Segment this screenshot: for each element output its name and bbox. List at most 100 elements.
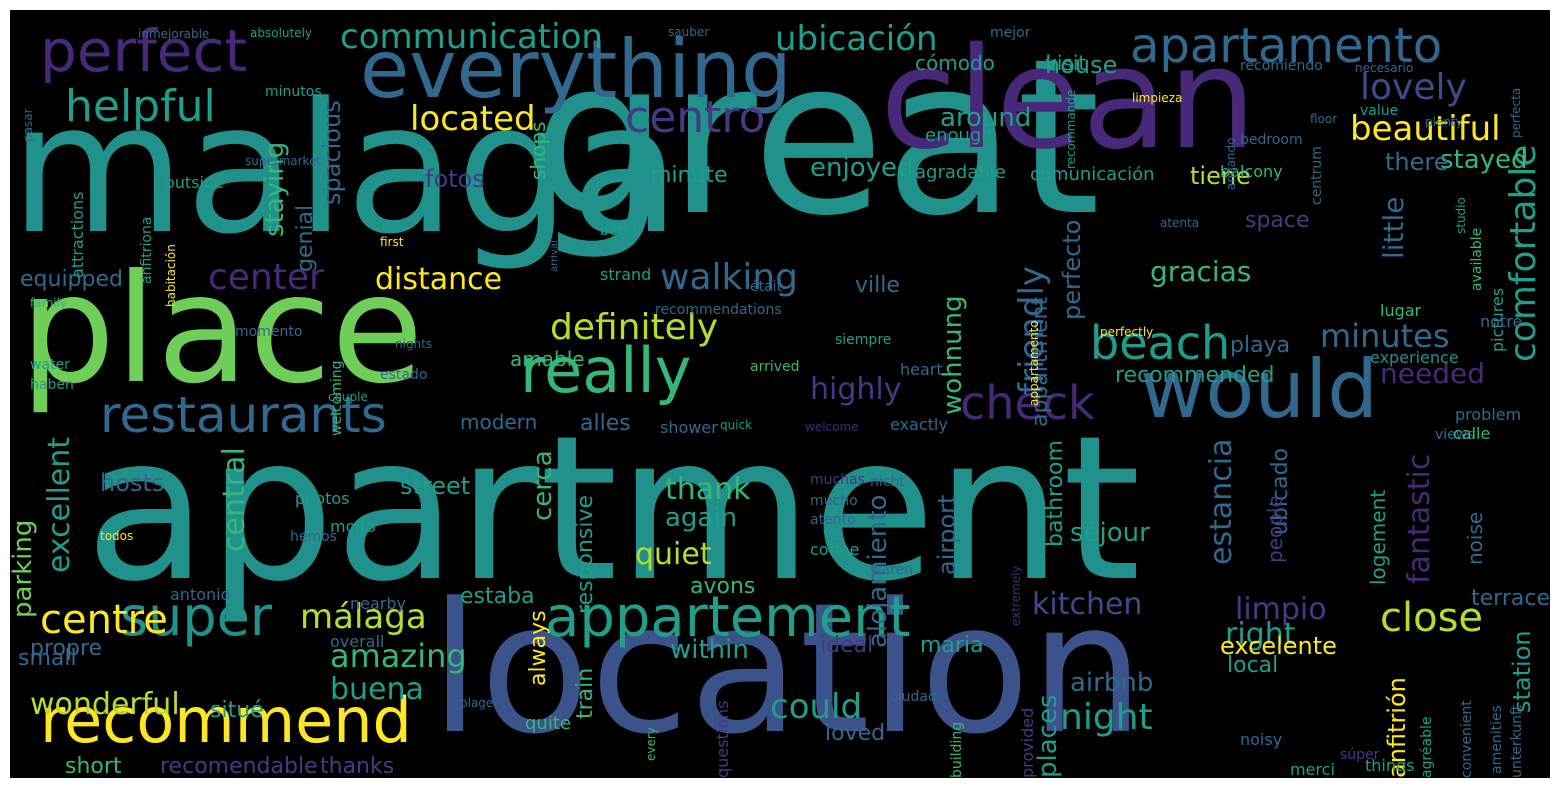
word-184: mejor xyxy=(990,25,1031,41)
word-57: enjoyed xyxy=(810,153,914,183)
word-42: wonderful xyxy=(30,687,180,722)
word-11: recommend xyxy=(40,684,412,757)
word-159: anfitriona xyxy=(139,217,155,285)
word-158: attractions xyxy=(68,191,87,278)
word-37: kitchen xyxy=(1032,587,1143,622)
word-116: ville xyxy=(855,273,900,298)
word-139: nearby xyxy=(350,594,406,613)
word-126: available xyxy=(1469,228,1485,292)
word-9: really xyxy=(520,334,692,407)
word-99: always xyxy=(526,610,551,686)
word-141: ciudad xyxy=(890,689,937,705)
word-12: super xyxy=(120,585,273,648)
word-94: street xyxy=(400,472,471,500)
word-62: fotos xyxy=(425,165,485,193)
word-52: stayed xyxy=(1440,145,1528,175)
word-48: again xyxy=(665,503,738,533)
word-19: ubicación xyxy=(775,19,938,59)
word-164: strand xyxy=(600,265,652,284)
word-84: excelente xyxy=(1220,632,1337,660)
word-81: noise xyxy=(1463,512,1487,566)
word-155: minutos xyxy=(265,84,322,100)
word-50: needed xyxy=(1380,357,1485,390)
word-144: building xyxy=(949,721,965,778)
word-179: était xyxy=(750,279,783,295)
word-73: alles xyxy=(580,411,631,436)
word-75: amable xyxy=(510,347,585,371)
word-154: plage xyxy=(460,696,494,710)
word-122: views xyxy=(1435,427,1475,443)
word-193: centrum xyxy=(1309,146,1325,205)
word-60: spacious xyxy=(318,100,346,205)
word-46: quiet xyxy=(635,537,712,572)
word-162: first xyxy=(380,235,404,249)
word-87: airbnb xyxy=(1070,668,1154,698)
word-137: waren xyxy=(870,562,913,578)
word-131: coffee xyxy=(810,540,860,559)
word-45: central xyxy=(217,447,252,552)
word-180: nights xyxy=(395,337,433,351)
word-14: beach xyxy=(1090,316,1231,370)
word-117: shower xyxy=(660,418,718,437)
word-170: appartamento xyxy=(1027,320,1041,406)
word-3: location xyxy=(430,565,1145,774)
word-118: exactly xyxy=(890,415,948,434)
word-123: calle xyxy=(1453,424,1491,443)
word-18: communication xyxy=(340,17,603,57)
word-129: molto xyxy=(330,517,376,536)
word-43: excellent xyxy=(42,437,77,574)
word-82: terrace xyxy=(1471,586,1550,611)
word-191: perfecta xyxy=(1509,88,1523,139)
word-15: check xyxy=(960,376,1095,430)
word-32: málaga xyxy=(300,597,427,637)
word-24: beautiful xyxy=(1350,109,1501,149)
word-114: balcony xyxy=(1220,162,1283,181)
word-89: séjour xyxy=(1070,518,1150,548)
word-175: couple xyxy=(328,390,368,404)
word-80: logement xyxy=(1366,490,1390,586)
word-1: malaga xyxy=(10,65,681,274)
word-69: perfecto xyxy=(1058,220,1086,321)
word-138: antonio xyxy=(170,585,231,604)
word-136: extremely xyxy=(1009,565,1023,626)
word-196: floor xyxy=(1310,112,1338,126)
word-108: thanks xyxy=(320,754,395,778)
word-198: studio xyxy=(1454,197,1468,234)
word-190: necesario xyxy=(1355,61,1414,75)
word-183: sauber xyxy=(668,25,710,39)
word-147: súper xyxy=(1340,747,1380,763)
word-55: gracias xyxy=(1150,255,1252,288)
word-192: value xyxy=(1360,103,1399,119)
word-39: right xyxy=(1225,617,1296,652)
word-105: small xyxy=(18,646,77,671)
word-66: visit xyxy=(1045,51,1087,75)
word-145: provided xyxy=(1018,707,1037,778)
word-51: wohnung xyxy=(938,295,968,415)
word-133: muchas xyxy=(810,472,865,488)
word-157: outside xyxy=(165,173,224,192)
word-38: limpio xyxy=(1235,592,1327,627)
word-47: thank xyxy=(665,472,751,507)
word-107: recomendable xyxy=(160,754,318,778)
word-101: quite xyxy=(525,713,571,734)
word-152: amenities xyxy=(1489,705,1505,774)
word-169: arrived xyxy=(750,359,800,375)
word-40: could xyxy=(770,687,863,727)
word-171: welcome xyxy=(805,420,859,434)
word-34: close xyxy=(1380,595,1484,641)
word-20: helpful xyxy=(65,81,216,132)
word-41: buena xyxy=(330,672,424,707)
word-95: hosts xyxy=(100,469,165,497)
word-167: siempre xyxy=(835,332,892,348)
word-67: equipped xyxy=(20,267,123,292)
word-124: lugar xyxy=(1380,301,1422,320)
word-83: station xyxy=(1508,630,1536,713)
word-5: clean xyxy=(880,18,1257,181)
word-151: convenient xyxy=(1459,700,1475,778)
word-21: centro xyxy=(625,92,766,143)
word-115: enough xyxy=(925,125,993,146)
word-181: todos xyxy=(100,529,134,543)
word-16: apartamento xyxy=(1130,18,1443,74)
word-97: ideal xyxy=(820,633,874,658)
word-128: photos xyxy=(295,489,350,508)
